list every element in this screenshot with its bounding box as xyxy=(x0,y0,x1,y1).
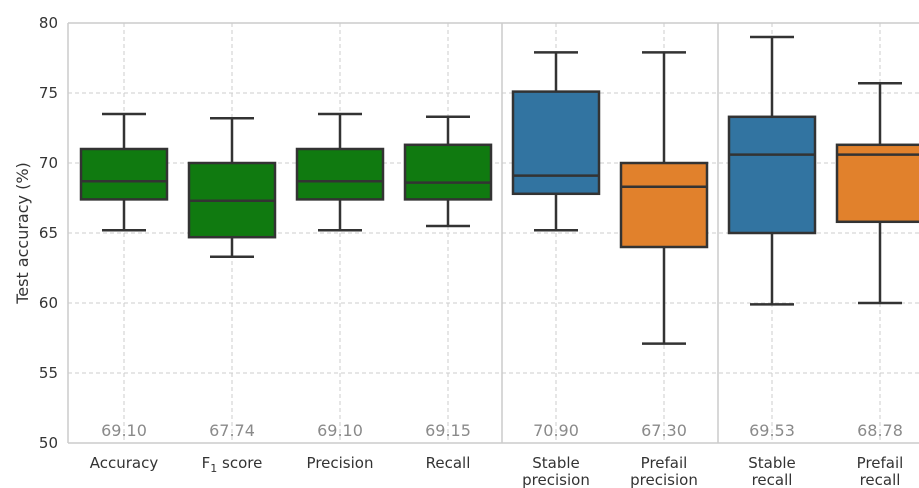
y-tick-labels: 50 55 60 65 70 75 80 xyxy=(39,14,58,452)
y-tick-label: 50 xyxy=(39,434,58,452)
mean-labels: 69.10 67.74 69.10 69.15 70.90 67.30 69.53 68.78 xyxy=(101,421,903,440)
x-tick-label-line: Recall xyxy=(426,454,471,472)
box-prefail-recall xyxy=(835,81,919,305)
x-tick-label-line: F1 score xyxy=(202,454,263,475)
y-tick-label: 55 xyxy=(39,364,58,382)
x-tick-label: Prefail precision xyxy=(630,454,698,488)
x-tick-label-line: Stable xyxy=(532,454,580,472)
label-rest: score xyxy=(217,454,262,472)
iqr-box xyxy=(79,147,169,201)
iqr-box xyxy=(835,143,919,224)
x-tick-label-line: Prefail xyxy=(857,454,904,472)
x-tick-label: Stable precision xyxy=(522,454,590,488)
box-prefail-precision xyxy=(619,51,709,345)
x-tick-label-line: Precision xyxy=(307,454,374,472)
y-tick-label: 80 xyxy=(39,14,58,32)
iqr-box xyxy=(403,143,493,201)
x-tick-label-line: precision xyxy=(630,471,698,488)
x-tick-label: Stable recall xyxy=(748,454,796,488)
mean-label: 68.78 xyxy=(857,421,903,440)
x-tick-label-line: Prefail xyxy=(641,454,688,472)
box-precision xyxy=(295,112,385,232)
mean-label: 67.74 xyxy=(209,421,255,440)
axes xyxy=(67,22,919,444)
mean-label: 69.53 xyxy=(749,421,795,440)
x-tick-label: Recall xyxy=(426,454,471,472)
y-tick-label: 60 xyxy=(39,294,58,312)
box-f1-score xyxy=(187,116,277,259)
x-tick-label: Precision xyxy=(307,454,374,472)
x-tick-label-line: recall xyxy=(752,471,793,488)
x-tick-label-line: Stable xyxy=(748,454,796,472)
box-accuracy xyxy=(79,112,169,232)
box-stable-precision xyxy=(511,51,601,232)
boxes xyxy=(79,35,919,345)
y-axis-label: Test accuracy (%) xyxy=(13,162,32,305)
box-recall xyxy=(403,115,493,228)
y-tick-label: 65 xyxy=(39,224,58,242)
mean-label: 69.10 xyxy=(317,421,363,440)
x-tick-label-line: Accuracy xyxy=(90,454,159,472)
y-tick-label: 75 xyxy=(39,84,58,102)
group-separators xyxy=(501,23,719,443)
iqr-box xyxy=(619,161,709,249)
iqr-box xyxy=(511,90,601,196)
x-tick-label: Accuracy xyxy=(90,454,159,472)
y-tick-label: 70 xyxy=(39,154,58,172)
box-stable-recall xyxy=(727,35,817,306)
x-tick-label: F1 score xyxy=(202,454,263,475)
x-tick-label-line: precision xyxy=(522,471,590,488)
mean-label: 67.30 xyxy=(641,421,687,440)
mean-label: 70.90 xyxy=(533,421,579,440)
mean-label: 69.15 xyxy=(425,421,471,440)
iqr-box xyxy=(727,115,817,235)
x-tick-label-line: recall xyxy=(860,471,901,488)
subscript: 1 xyxy=(210,462,217,475)
x-tick-label: Prefail recall xyxy=(857,454,904,488)
x-tick-labels: Accuracy F1 score Precision Recall Stable pre… xyxy=(90,454,904,488)
mean-label: 69.10 xyxy=(101,421,147,440)
iqr-box xyxy=(295,147,385,201)
